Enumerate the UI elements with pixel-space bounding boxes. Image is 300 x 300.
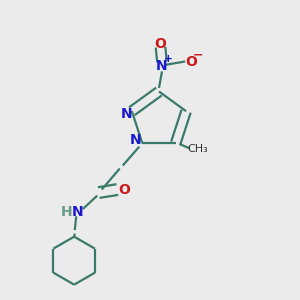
Text: H: H (61, 205, 73, 219)
Text: O: O (185, 55, 197, 68)
Text: N: N (72, 205, 83, 219)
Text: O: O (118, 183, 130, 197)
Text: O: O (154, 37, 166, 50)
Text: +: + (164, 53, 172, 64)
Text: N: N (121, 106, 132, 121)
Text: N: N (130, 133, 142, 147)
Text: N: N (156, 59, 168, 73)
Text: CH₃: CH₃ (187, 144, 208, 154)
Text: −: − (193, 48, 203, 62)
